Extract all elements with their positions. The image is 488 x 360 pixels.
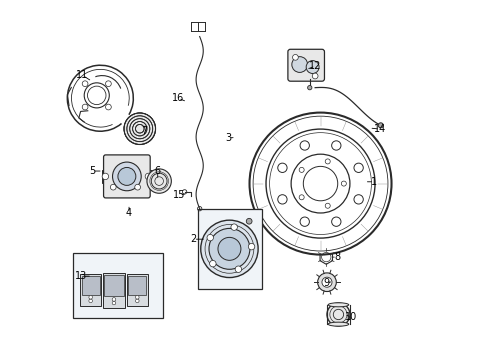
Circle shape [206,234,213,241]
Bar [126,274,147,306]
Circle shape [112,298,116,301]
Circle shape [218,237,241,260]
Circle shape [230,224,237,230]
Circle shape [124,113,155,144]
Text: 4: 4 [126,208,132,218]
Circle shape [135,299,139,303]
Bar [102,170,108,183]
Circle shape [307,86,311,90]
Circle shape [312,73,317,79]
Circle shape [110,184,116,190]
Circle shape [331,217,340,226]
Circle shape [305,60,319,73]
Circle shape [300,141,309,150]
Bar [80,274,101,306]
Text: 12: 12 [309,61,321,71]
Circle shape [300,217,309,226]
Circle shape [325,203,329,208]
Circle shape [135,296,139,299]
Bar [128,275,146,295]
Circle shape [353,163,363,172]
Text: 7: 7 [142,126,148,135]
Circle shape [290,154,349,213]
Circle shape [147,169,171,193]
Text: 11: 11 [76,70,88,80]
Circle shape [102,173,108,180]
Circle shape [299,195,304,200]
Circle shape [299,167,304,172]
Text: 8: 8 [333,252,339,262]
Circle shape [118,167,136,185]
Bar [104,275,123,296]
Circle shape [292,54,298,60]
Circle shape [353,195,363,204]
Circle shape [291,57,307,72]
Circle shape [341,181,346,186]
Circle shape [331,141,340,150]
Circle shape [326,303,349,326]
Circle shape [135,184,140,190]
FancyBboxPatch shape [287,49,324,81]
Circle shape [317,273,336,292]
Text: 2: 2 [190,234,196,244]
Circle shape [246,219,251,224]
Bar [145,170,151,183]
Text: 9: 9 [323,278,328,288]
Text: 6: 6 [154,166,161,176]
Text: 3: 3 [225,133,231,143]
Ellipse shape [327,303,348,307]
Circle shape [249,113,391,255]
Circle shape [209,260,216,267]
Circle shape [145,173,151,180]
Circle shape [248,243,254,250]
Text: 16: 16 [172,93,184,103]
Ellipse shape [327,322,348,326]
Circle shape [277,195,286,204]
Circle shape [89,296,92,299]
Circle shape [112,301,116,305]
Circle shape [201,220,258,278]
Bar [73,253,163,318]
Circle shape [112,162,141,191]
Bar [198,209,261,289]
Circle shape [325,159,329,164]
Text: 10: 10 [345,312,357,322]
Circle shape [208,228,249,269]
Text: 13: 13 [75,271,87,281]
Circle shape [89,299,92,303]
Bar [102,273,125,309]
Text: 5: 5 [89,166,95,176]
Text: 14: 14 [373,124,386,134]
Text: 15: 15 [173,190,185,200]
Text: 1: 1 [370,177,377,187]
Circle shape [277,163,286,172]
Circle shape [378,123,383,128]
FancyBboxPatch shape [103,155,150,198]
Circle shape [321,277,331,287]
Bar [81,275,100,295]
Circle shape [235,266,241,273]
